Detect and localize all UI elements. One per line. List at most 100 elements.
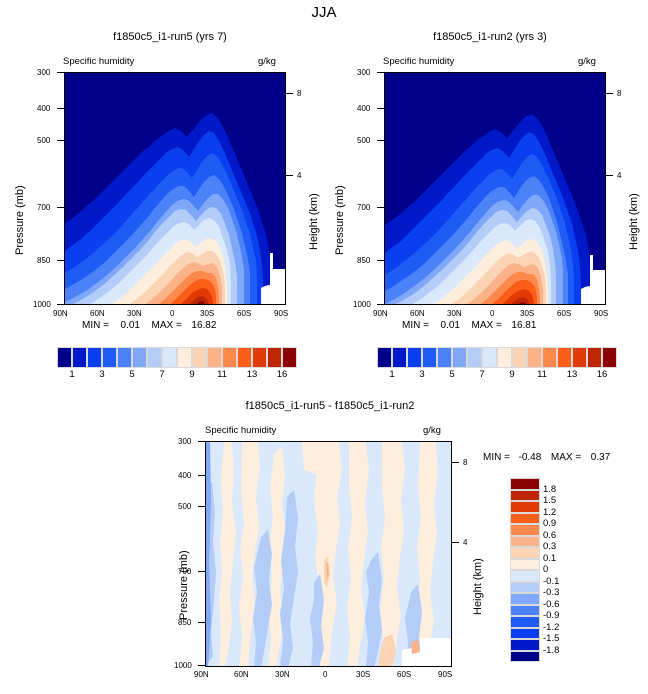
panel-run5-height-tick-8: 8	[297, 89, 302, 98]
colorbar-swatch	[510, 581, 540, 593]
colorbar-tick-label: 5	[449, 369, 455, 380]
panel-run5-plot	[64, 72, 286, 305]
panel-run5-xtick-60S: 60S	[237, 309, 252, 318]
panel-diff-xtick-0: 0	[323, 670, 328, 679]
colorbar-swatch	[510, 512, 540, 524]
panel-run5-xtick-60N: 60N	[90, 309, 105, 318]
colorbar-swatch	[147, 347, 162, 368]
panel-run2-colorbar-labels: 1 3 5 7 9 11 13 16	[377, 369, 617, 383]
colorbar-swatch	[510, 616, 540, 628]
panel-title-run5: f1850c5_i1-run5 (yrs 7)	[113, 31, 227, 43]
panel-run5-height-label: Height (km)	[308, 193, 320, 250]
colorbar-swatch	[237, 347, 252, 368]
panel-run2-colorbar	[377, 347, 617, 368]
panel-diff-ytick-1000: 1000	[174, 661, 192, 670]
panel-run5-min-value: 0.01	[120, 320, 140, 331]
panel-diff-ytick-500: 500	[178, 502, 192, 511]
colorbar-tick-label: 16	[276, 369, 288, 380]
panel-run2-pressure-label: Pressure (mb)	[334, 185, 346, 255]
colorbar-swatch	[510, 501, 540, 513]
panel-run5-variable-label: Specific humidity	[63, 56, 135, 67]
panel-diff-ytick-300: 300	[178, 437, 192, 446]
colorbar-tick-label: 5	[129, 369, 135, 380]
panel-diff-xtick-60S: 60S	[397, 670, 412, 679]
colorbar-swatch	[132, 347, 147, 368]
panel-run5-ytick-850: 850	[37, 256, 51, 265]
colorbar-swatch	[252, 347, 267, 368]
colorbar-swatch	[407, 347, 422, 368]
colorbar-swatch	[102, 347, 117, 368]
panel-run2-xtick-30S: 30S	[520, 309, 535, 318]
panel-run2-ytick-1000: 1000	[353, 300, 371, 309]
colorbar-tick-label: 1.2	[543, 506, 557, 518]
colorbar-swatch	[162, 347, 177, 368]
panel-run2-height-tick-8: 8	[617, 89, 622, 98]
colorbar-tick-label: 3	[419, 369, 425, 380]
panel-run2-max-value: 16.81	[511, 320, 537, 331]
colorbar-swatch	[207, 347, 222, 368]
colorbar-tick-label: -0.3	[543, 587, 560, 598]
panel-diff-xtick-30S: 30S	[356, 670, 371, 679]
panel-run5-xtick-0: 0	[170, 309, 175, 318]
colorbar-swatch	[377, 347, 392, 368]
panel-title-diff: f1850c5_i1-run5 - f1850c5_i1-run2	[245, 400, 415, 412]
colorbar-tick-label: 1	[69, 369, 75, 380]
colorbar-tick-label: 0	[543, 564, 549, 575]
colorbar-swatch	[557, 347, 572, 368]
panel-diff-ytick-700: 700	[178, 567, 192, 576]
panel-run5-colorbar	[57, 347, 297, 368]
colorbar-tick-label: -0.9	[543, 610, 560, 621]
panel-diff-max-label: MAX =	[550, 452, 582, 463]
panel-diff-height-tick-8: 8	[463, 458, 468, 467]
colorbar-tick-label: 11	[537, 369, 547, 380]
panel-diff-min-label: MIN =	[483, 452, 510, 463]
panel-run5-units-label: g/kg	[258, 56, 276, 67]
panel-run5-colorbar-labels: 1 3 5 7 9 11 13 16	[57, 369, 297, 383]
panel-diff-ytick-850: 850	[178, 618, 192, 627]
panel-run5-max-value: 16.82	[191, 320, 217, 331]
colorbar-swatch	[267, 347, 282, 368]
panel-run2-contour-field	[385, 73, 605, 304]
panel-run5-xtick-30N: 30N	[127, 309, 142, 318]
panel-run2-xtick-30N: 30N	[447, 309, 462, 318]
colorbar-swatch	[527, 347, 542, 368]
colorbar-swatch	[177, 347, 192, 368]
panel-diff-units-label: g/kg	[423, 425, 441, 436]
colorbar-tick-label: -1.2	[543, 621, 560, 633]
colorbar-tick-label: -0.1	[543, 575, 560, 587]
colorbar-swatch	[87, 347, 102, 368]
panel-run2-minmax: MIN = 0.01 MAX = 16.81	[402, 320, 536, 331]
colorbar-tick-label: 9	[509, 369, 515, 380]
panel-title-run2: f1850c5_i1-run2 (yrs 3)	[433, 31, 547, 43]
colorbar-swatch	[452, 347, 467, 368]
panel-run2-xtick-90N: 90N	[373, 309, 388, 318]
panel-diff-xtick-60N: 60N	[234, 670, 249, 679]
panel-run2-plot	[384, 72, 606, 305]
panel-run5-ytick-400: 400	[37, 104, 51, 113]
colorbar-swatch	[510, 489, 540, 501]
colorbar-swatch	[57, 347, 72, 368]
colorbar-tick-label: 1.8	[543, 483, 557, 495]
colorbar-swatch	[510, 478, 540, 490]
colorbar-tick-label: 9	[189, 369, 195, 380]
panel-diff-variable-label: Specific humidity	[205, 425, 277, 436]
colorbar-swatch	[542, 347, 557, 368]
panel-diff-height-label: Height (km)	[472, 558, 484, 615]
panel-run5-max-label: MAX =	[151, 320, 182, 331]
colorbar-swatch	[192, 347, 207, 368]
panel-run2-height-label: Height (km)	[628, 193, 640, 250]
colorbar-swatch	[422, 347, 437, 368]
colorbar-swatch	[510, 627, 540, 639]
panel-run5-ytick-700: 700	[37, 203, 51, 212]
panel-run5-xtick-30S: 30S	[200, 309, 215, 318]
colorbar-swatch	[72, 347, 87, 368]
colorbar-swatch	[222, 347, 237, 368]
colorbar-swatch	[510, 547, 540, 559]
colorbar-swatch	[510, 558, 540, 570]
colorbar-tick-label: 16	[596, 369, 608, 380]
panel-run2-ytick-850: 850	[357, 256, 371, 265]
colorbar-tick-label: 7	[159, 369, 165, 380]
panel-diff-minmax: MIN = -0.48 MAX = 0.37	[483, 452, 610, 463]
panel-diff-xtick-90N: 90N	[194, 670, 209, 679]
colorbar-swatch	[497, 347, 512, 368]
